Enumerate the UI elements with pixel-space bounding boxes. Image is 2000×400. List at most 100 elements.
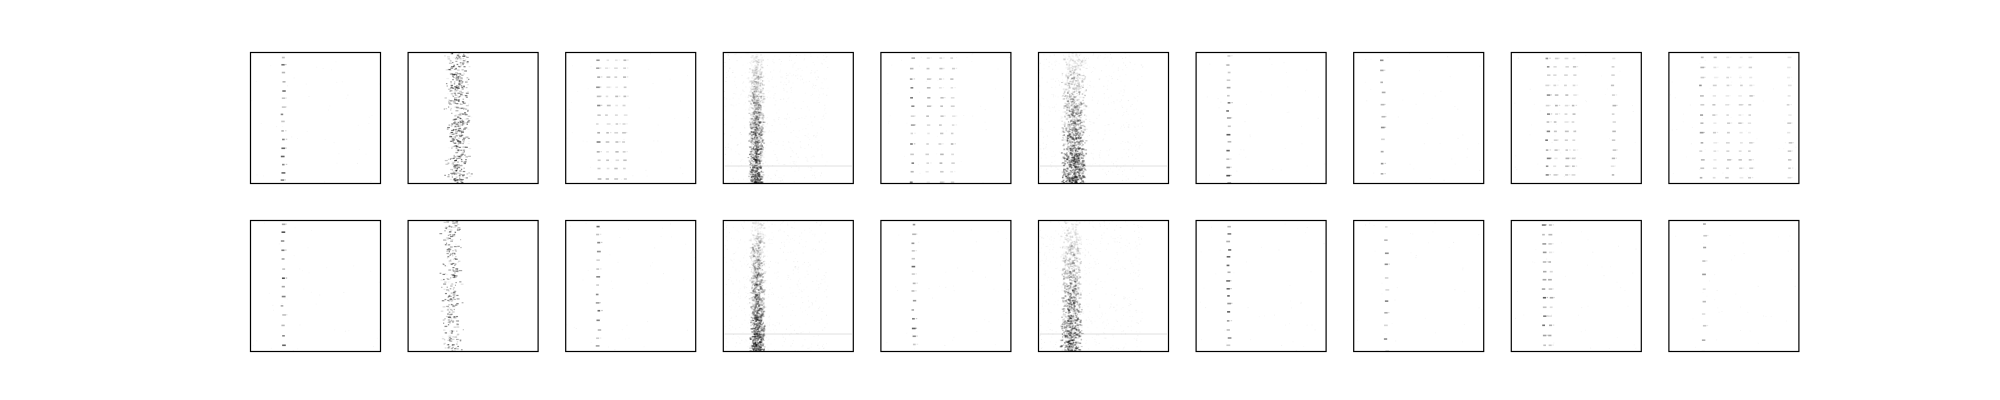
- heatmap-cell: [1795, 146, 1797, 148]
- heatmap-cell: [1072, 144, 1074, 146]
- heatmap-cell: [1555, 104, 1558, 107]
- heatmap-cell: [754, 90, 756, 92]
- heatmap-cell: [906, 123, 907, 124]
- heatmap-cell: [453, 178, 456, 180]
- heatmap-cell: [1068, 102, 1070, 104]
- heatmap-cell: [752, 100, 754, 102]
- heatmap-cell: [1065, 153, 1067, 156]
- heatmap-cell: [1135, 146, 1136, 147]
- heatmap-cell: [1076, 152, 1079, 155]
- heatmap-cell: [1304, 90, 1306, 92]
- heatmap-cell: [1073, 158, 1076, 161]
- heatmap-cell: [1081, 86, 1084, 88]
- heatmap-cell: [919, 172, 921, 174]
- heatmap-cell: [751, 77, 753, 79]
- heatmap-cell: [732, 126, 734, 128]
- heatmap-cell: [1072, 144, 1074, 147]
- heatmap-cell: [818, 77, 819, 78]
- heatmap-cell: [752, 119, 755, 121]
- heatmap-cell: [1073, 168, 1075, 170]
- heatmap-cell: [942, 78, 945, 80]
- heatmap-cell: [285, 147, 287, 149]
- heatmap-cell: [751, 153, 755, 156]
- heatmap-cell: [759, 113, 761, 116]
- heatmap-cell: [369, 117, 370, 118]
- heatmap-cell: [449, 158, 452, 160]
- heatmap-cell: [1067, 168, 1069, 170]
- heatmap-cell: [1083, 149, 1085, 151]
- heatmap-cell: [757, 128, 759, 131]
- heatmap-cell: [756, 148, 759, 151]
- heatmap-cell: [763, 142, 766, 144]
- heatmap-cell: [757, 75, 760, 78]
- heatmap-cell: [756, 155, 758, 158]
- heatmap-cell: [1065, 148, 1068, 150]
- heatmap-cell: [1065, 118, 1068, 120]
- heatmap-cell: [773, 140, 774, 141]
- heatmap-cell: [1073, 84, 1075, 86]
- heatmap-cell: [1110, 57, 1112, 59]
- heatmap-cell: [756, 101, 759, 104]
- heatmap-cell: [751, 127, 754, 130]
- heatmap-cell: [754, 124, 757, 126]
- heatmap-cell: [759, 73, 762, 76]
- heatmap-cell: [758, 112, 761, 114]
- heatmap-cell: [458, 175, 461, 177]
- heatmap-cell: [751, 177, 754, 180]
- heatmap-cell: [461, 69, 464, 71]
- heatmap-cell: [572, 65, 573, 66]
- heatmap-cell: [1063, 157, 1065, 160]
- heatmap-cell: [1079, 152, 1081, 154]
- heatmap-cell: [1672, 130, 1673, 131]
- heatmap-cell: [1071, 136, 1074, 138]
- heatmap-cell: [1078, 154, 1081, 157]
- heatmap-cell: [1712, 167, 1717, 170]
- heatmap-cell: [1119, 169, 1120, 170]
- heatmap-cell: [1075, 160, 1078, 163]
- heatmap-cell: [793, 102, 794, 103]
- heatmap-cell: [1381, 91, 1386, 94]
- heatmap-cell: [1079, 169, 1082, 171]
- heatmap-cell: [811, 157, 812, 158]
- heatmap-cell: [758, 171, 761, 174]
- heatmap-cell: [1072, 91, 1075, 93]
- heatmap-cell: [759, 84, 761, 86]
- heatmap-cell: [1123, 92, 1124, 93]
- heatmap-cell: [1072, 162, 1074, 164]
- heatmap-cell: [465, 96, 468, 98]
- heatmap-cell: [810, 116, 811, 117]
- heatmap-cell: [1081, 121, 1083, 124]
- heatmap-cell: [754, 171, 757, 174]
- heatmap-cell: [1076, 140, 1078, 143]
- heatmap-cell: [750, 179, 752, 181]
- heatmap-cell: [1077, 132, 1079, 134]
- heatmap-cells: [443, 52, 473, 184]
- heatmap-cell: [761, 181, 764, 184]
- heatmap-cell: [757, 102, 761, 104]
- heatmap-cell: [450, 168, 453, 171]
- heatmap-cell: [1749, 95, 1753, 97]
- heatmap-cell: [1081, 60, 1084, 62]
- heatmap-cell: [1064, 90, 1066, 92]
- heatmap-cell: [1074, 115, 1076, 117]
- heatmap-cell: [1103, 161, 1105, 163]
- heatmap-cell: [1076, 147, 1079, 150]
- heatmap-cell: [759, 152, 762, 154]
- heatmap-cell: [1073, 163, 1075, 165]
- heatmap-cell: [755, 100, 758, 102]
- heatmap-cell: [1085, 162, 1086, 163]
- heatmap-cell: [1080, 104, 1082, 106]
- heatmap-cell: [1585, 100, 1586, 101]
- heatmap-cell: [752, 175, 755, 178]
- heatmap-cell: [909, 181, 913, 184]
- heatmap-cell: [454, 94, 458, 96]
- heatmap-cell: [761, 181, 763, 184]
- heatmap-panel-4: [722, 51, 854, 185]
- heatmap-cell: [1074, 167, 1077, 169]
- heatmap-cell: [1558, 149, 1560, 151]
- heatmap-cell: [951, 162, 955, 164]
- heatmap-cell: [1069, 98, 1072, 100]
- heatmap-cell: [1074, 62, 1077, 65]
- heatmap-cell: [448, 106, 450, 108]
- heatmap-cell: [752, 162, 755, 165]
